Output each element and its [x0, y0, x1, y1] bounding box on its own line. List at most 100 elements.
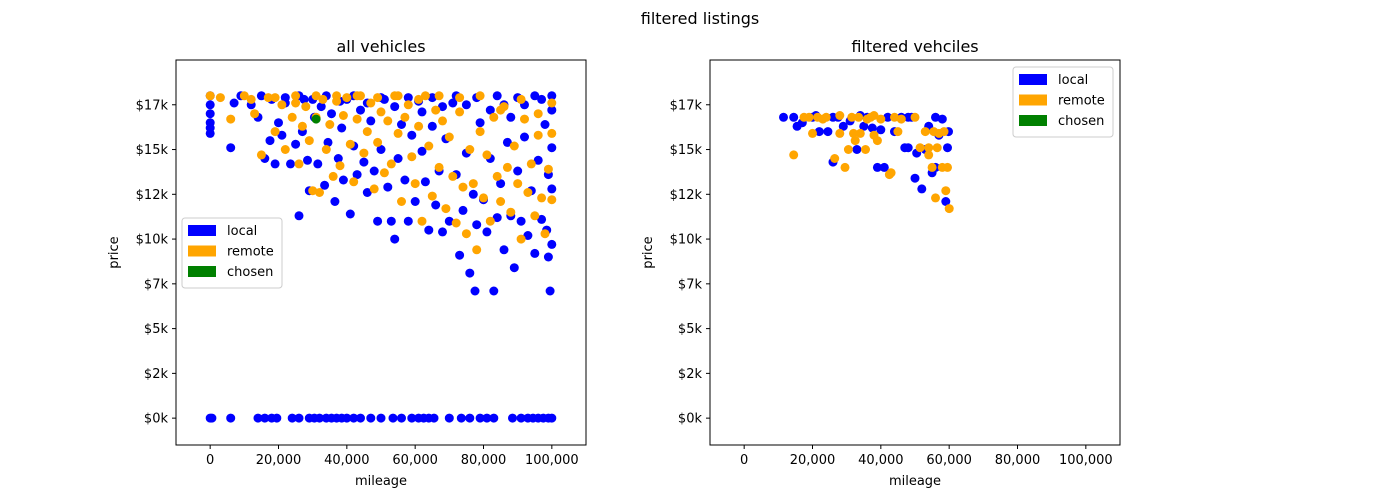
point-local [407, 413, 417, 423]
point-remote [349, 177, 359, 187]
point-local [516, 216, 526, 226]
point-local [330, 197, 340, 206]
x-tick-label: 80,000 [995, 453, 1041, 468]
point-local [852, 145, 862, 154]
point-local [427, 121, 437, 131]
point-local [320, 180, 330, 190]
point-remote [526, 159, 536, 169]
filtered-vehicles-title: filtered vehciles [851, 37, 978, 56]
point-remote [475, 127, 485, 137]
y-tick-label: $15k [670, 143, 703, 158]
point-local [943, 143, 952, 153]
point-remote [458, 182, 468, 192]
point-remote [373, 93, 383, 103]
x-tick-label: 20,000 [256, 453, 302, 468]
point-remote [434, 162, 444, 172]
point-remote [400, 112, 410, 122]
point-remote [941, 186, 951, 196]
point-remote [861, 145, 870, 154]
point-remote [472, 245, 482, 255]
point-local [879, 162, 889, 172]
point-remote [924, 143, 934, 153]
legend-label-remote: remote [227, 245, 274, 260]
point-local [420, 177, 430, 187]
point-local [547, 413, 557, 423]
y-tick-label: $0k [144, 412, 169, 427]
point-local [323, 137, 333, 147]
point-remote [808, 128, 817, 138]
legend-label-local: local [1058, 73, 1088, 88]
point-remote [291, 91, 301, 101]
point-local [475, 118, 485, 128]
point-remote [321, 145, 331, 154]
point-local [485, 105, 495, 115]
point-remote [308, 186, 318, 196]
point-remote [451, 218, 461, 228]
point-local [256, 91, 266, 101]
point-remote [849, 128, 858, 138]
point-local [352, 170, 362, 180]
point-local [397, 120, 406, 129]
point-local [316, 102, 326, 112]
axes-all-vehicles: all vehicles 0 20,000 40,000 60,000 80,000 100… [107, 37, 587, 489]
point-local [448, 98, 458, 108]
point-remote [431, 105, 441, 115]
point-local [537, 214, 547, 224]
x-tick-label: 60,000 [392, 453, 438, 468]
legend-swatch-local [188, 225, 216, 236]
point-remote [417, 216, 427, 226]
point-remote [927, 162, 937, 172]
point-remote [335, 161, 345, 171]
point-local [345, 209, 355, 219]
point-local [937, 114, 947, 124]
point-remote [359, 148, 369, 158]
point-remote [821, 112, 831, 122]
point-remote [944, 204, 954, 214]
point-remote [543, 164, 553, 174]
point-local [867, 123, 877, 133]
point-remote [414, 94, 424, 104]
x-tick-label: 0 [206, 453, 214, 468]
point-remote [369, 184, 379, 194]
point-local [274, 118, 283, 128]
x-tick-label: 100,000 [525, 453, 579, 468]
point-local [547, 105, 557, 115]
point-local [903, 143, 913, 153]
point-local [823, 127, 833, 137]
x-tick-label: 40,000 [858, 453, 904, 468]
point-local [294, 211, 304, 221]
point-local [492, 91, 502, 101]
point-local [465, 268, 475, 278]
point-local [313, 159, 323, 169]
point-remote [843, 145, 853, 154]
point-local [272, 413, 282, 423]
point-remote [920, 127, 930, 137]
point-remote [438, 116, 447, 126]
point-local [547, 91, 557, 101]
point-remote [311, 91, 321, 101]
point-local [400, 175, 410, 185]
point-local [366, 116, 376, 126]
point-local [287, 413, 297, 423]
point-local [520, 132, 529, 142]
legend-swatch-chosen [1019, 115, 1047, 126]
point-remote [455, 107, 465, 117]
point-remote [393, 91, 403, 101]
point-local [468, 189, 478, 199]
point-remote [509, 141, 519, 151]
point-local [482, 413, 492, 423]
point-remote [373, 137, 383, 147]
point-local [508, 413, 517, 423]
point-remote [342, 93, 352, 103]
point-remote [444, 132, 454, 142]
point-local [226, 143, 236, 153]
point-remote [489, 112, 499, 122]
point-local [376, 145, 386, 154]
point-remote [506, 207, 516, 217]
point-remote [943, 162, 952, 172]
point-remote [516, 94, 526, 104]
point-remote [485, 216, 495, 226]
point-local [872, 162, 882, 172]
point-local [265, 136, 275, 146]
